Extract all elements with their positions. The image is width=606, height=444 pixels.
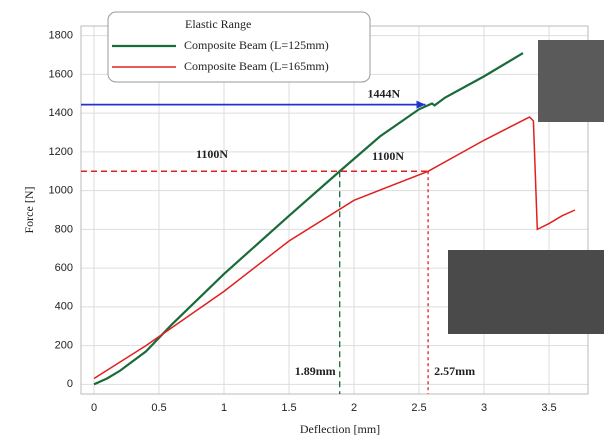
x-tick-label: 2 <box>351 402 357 414</box>
arrow-head <box>416 100 426 109</box>
series-line <box>93 52 524 386</box>
y-tick-label: 200 <box>55 339 73 351</box>
series-line <box>93 116 576 380</box>
x-tick-label: 0 <box>91 402 97 414</box>
x-tick-label: 1 <box>221 402 227 414</box>
x-tick-label: 0.5 <box>151 402 166 414</box>
annotation: 1100N <box>372 149 404 163</box>
legend-label: Composite Beam (L=125mm) <box>184 38 329 52</box>
y-tick-label: 1400 <box>49 107 73 119</box>
annotation: 2.57mm <box>434 364 475 378</box>
x-tick-label: 1.5 <box>281 402 296 414</box>
legend-box <box>107 11 371 83</box>
x-axis-label: Deflection [mm] <box>300 422 380 436</box>
y-tick-label: 0 <box>67 378 73 390</box>
y-axis-label: Force [N] <box>22 187 36 234</box>
photo <box>538 40 604 122</box>
photo <box>448 250 604 334</box>
y-tick-label: 1800 <box>49 30 73 42</box>
y-tick-label: 1600 <box>49 68 73 80</box>
y-tick-label: 1200 <box>49 146 73 158</box>
x-tick-label: 3.5 <box>541 402 556 414</box>
annotation: 1444N <box>368 86 401 100</box>
annotation: 1.89mm <box>295 364 336 378</box>
annotation: 1100N <box>196 147 228 161</box>
legend-title: Elastic Range <box>185 17 251 31</box>
y-tick-label: 800 <box>55 223 73 235</box>
y-tick-label: 400 <box>55 301 73 313</box>
x-tick-label: 3 <box>481 402 487 414</box>
y-tick-label: 600 <box>55 262 73 274</box>
legend-label: Composite Beam (L=165mm) <box>184 59 329 73</box>
x-tick-label: 2.5 <box>411 402 426 414</box>
y-tick-label: 1000 <box>49 185 73 197</box>
